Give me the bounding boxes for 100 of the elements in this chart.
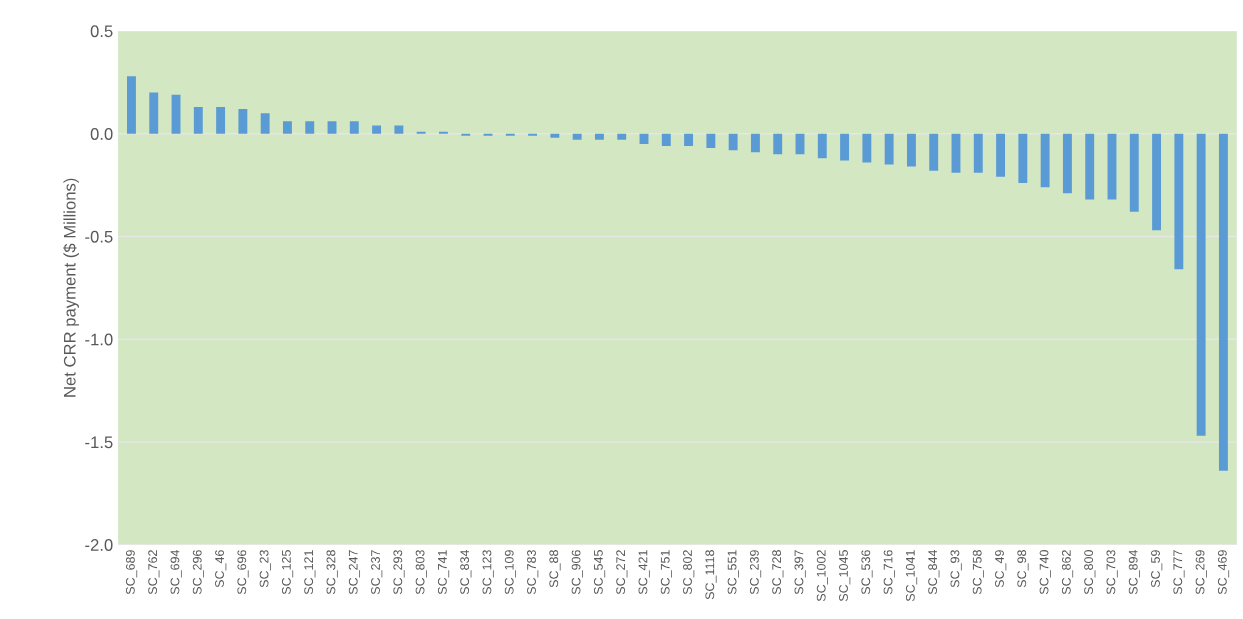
x-tick-label: SC_777 bbox=[1173, 550, 1185, 595]
x-tick-label: SC_802 bbox=[683, 550, 695, 595]
x-tick-label: SC_296 bbox=[192, 550, 205, 595]
x-tick-label: SC_46 bbox=[215, 550, 227, 588]
bar bbox=[193, 106, 203, 134]
x-tick-label: SC_906 bbox=[571, 550, 583, 595]
bar bbox=[1018, 133, 1028, 184]
bar bbox=[216, 106, 226, 134]
bar bbox=[282, 121, 292, 134]
bar bbox=[862, 133, 872, 163]
x-tick-label: SC_551 bbox=[727, 550, 739, 595]
x-tick-label: SC_1118 bbox=[705, 550, 717, 600]
y-tick-label: -2.0 bbox=[85, 539, 113, 551]
x-tick-label: SC_689 bbox=[125, 550, 138, 595]
x-tick-label: SC_834 bbox=[460, 549, 472, 595]
bar bbox=[884, 133, 894, 165]
x-tick-label: SC_844 bbox=[928, 549, 940, 595]
x-tick-label: SC_536 bbox=[861, 550, 873, 595]
x-tick-label: SC_694 bbox=[170, 549, 182, 595]
bar bbox=[773, 133, 783, 155]
bar bbox=[929, 133, 939, 171]
bar bbox=[617, 133, 627, 140]
bar bbox=[505, 133, 515, 136]
x-tick-label: SC_272 bbox=[616, 550, 628, 595]
x-tick-label: SC_121 bbox=[304, 550, 316, 595]
x-tick-label: SC_800 bbox=[1084, 550, 1096, 595]
x-tick-label: SC_247 bbox=[348, 550, 361, 595]
bar bbox=[1062, 133, 1072, 194]
x-tick-label: SC_1002 bbox=[816, 550, 828, 602]
x-tick-label: SC_293 bbox=[393, 550, 405, 595]
y-axis-title: Net CRR payment ($ Millions) bbox=[63, 178, 79, 397]
x-tick-label: SC_862 bbox=[1061, 550, 1074, 595]
x-tick-label: SC_803 bbox=[415, 550, 427, 595]
y-tick-label: 0.5 bbox=[90, 25, 113, 38]
bar bbox=[550, 133, 560, 138]
bar bbox=[305, 121, 315, 134]
y-tick-label: -1.0 bbox=[85, 333, 113, 346]
bar bbox=[461, 133, 471, 136]
x-tick-label: SC_239 bbox=[749, 550, 762, 595]
bar bbox=[661, 133, 671, 147]
x-tick-label: SC_1045 bbox=[839, 550, 851, 602]
bar bbox=[728, 133, 738, 151]
bar bbox=[996, 133, 1006, 177]
bar bbox=[349, 121, 359, 134]
bar bbox=[1152, 133, 1162, 231]
bar bbox=[372, 125, 382, 134]
x-tick-label: SC_545 bbox=[593, 550, 606, 595]
bar bbox=[594, 133, 604, 140]
x-tick-label: SC_109 bbox=[504, 550, 517, 595]
bar bbox=[149, 92, 159, 134]
bar bbox=[706, 133, 716, 149]
x-tick-label: SC_328 bbox=[326, 550, 338, 595]
x-tick-label: SC_125 bbox=[281, 550, 294, 595]
bar bbox=[327, 121, 337, 134]
bar bbox=[1196, 133, 1206, 436]
x-tick-label: SC_49 bbox=[995, 550, 1007, 588]
x-tick-label: SC_762 bbox=[148, 550, 160, 595]
x-tick-label: SC_740 bbox=[1039, 550, 1051, 595]
x-tick-label: SC_88 bbox=[549, 550, 561, 588]
bar bbox=[684, 133, 694, 147]
x-tick-label: SC_269 bbox=[1195, 550, 1207, 595]
x-tick-label: SC_728 bbox=[772, 550, 784, 595]
x-tick-label: SC_894 bbox=[1128, 549, 1140, 595]
bar bbox=[951, 133, 961, 173]
bar bbox=[416, 131, 426, 134]
x-tick-label: SC_696 bbox=[237, 550, 249, 595]
y-tick-label: -0.5 bbox=[85, 230, 113, 243]
y-tick-label: -1.5 bbox=[85, 436, 113, 449]
x-tick-label: SC_1041 bbox=[905, 550, 918, 602]
x-tick-label: SC_123 bbox=[482, 550, 494, 595]
bar bbox=[1085, 133, 1095, 200]
bar bbox=[438, 131, 448, 134]
x-tick-label: SC_703 bbox=[1106, 550, 1118, 595]
bar bbox=[1129, 133, 1139, 212]
bar bbox=[973, 133, 983, 173]
x-tick-label: SC_741 bbox=[437, 550, 450, 595]
x-tick-label: SC_397 bbox=[794, 550, 806, 595]
bar bbox=[1174, 133, 1184, 270]
bar bbox=[260, 113, 270, 134]
bar bbox=[528, 133, 538, 136]
bar bbox=[817, 133, 827, 159]
x-tick-label: SC_23 bbox=[259, 550, 271, 588]
bar bbox=[127, 76, 136, 134]
bar bbox=[572, 133, 582, 140]
bar bbox=[840, 133, 850, 161]
y-tick-label: 0.0 bbox=[90, 128, 113, 140]
bar bbox=[394, 125, 404, 134]
x-tick-label: SC_59 bbox=[1151, 550, 1163, 588]
bar bbox=[171, 94, 181, 134]
bar bbox=[750, 133, 760, 153]
x-tick-label: SC_751 bbox=[660, 550, 673, 595]
x-tick-label: SC_469 bbox=[1217, 550, 1230, 595]
bar bbox=[1218, 133, 1228, 471]
x-tick-label: SC_98 bbox=[1017, 550, 1029, 588]
x-tick-label: SC_783 bbox=[527, 550, 539, 595]
bar bbox=[906, 133, 916, 167]
x-tick-label: SC_758 bbox=[972, 550, 984, 595]
bar bbox=[238, 109, 248, 134]
x-tick-label: SC_421 bbox=[638, 550, 650, 595]
x-tick-label: SC_716 bbox=[883, 550, 895, 595]
